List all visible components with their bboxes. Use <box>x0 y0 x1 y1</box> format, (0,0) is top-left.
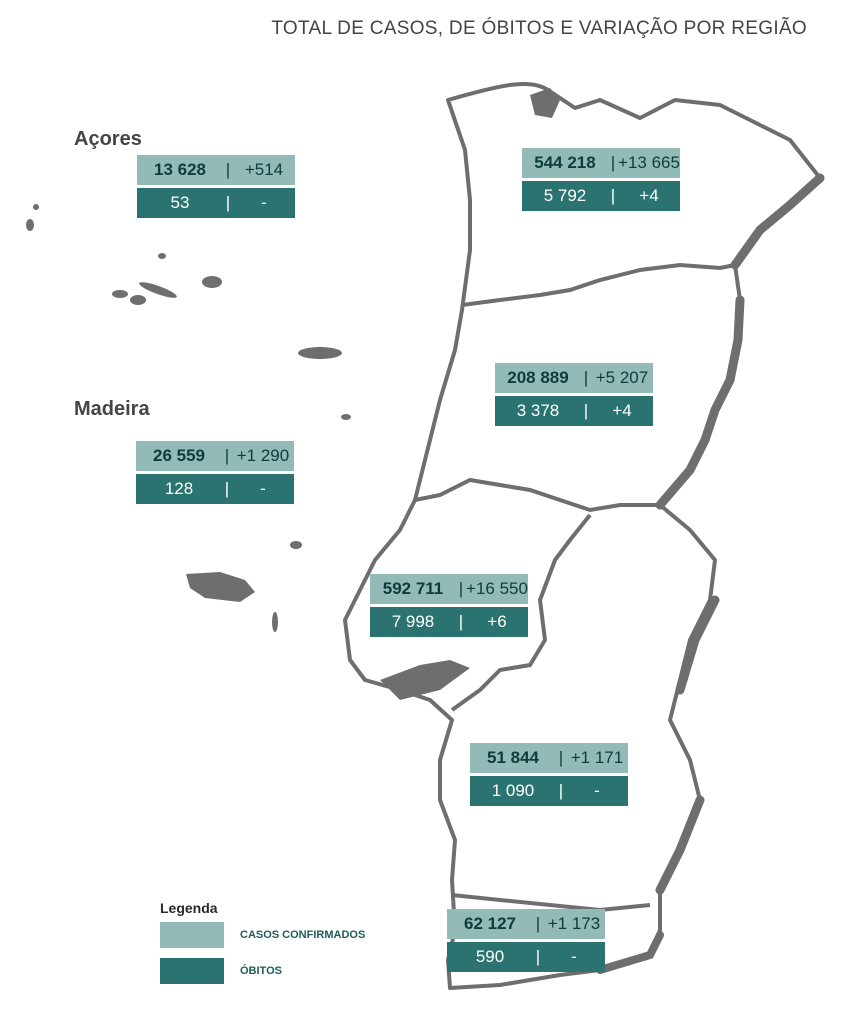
separator: | <box>610 186 616 205</box>
legend-item-cases: CASOS CONFIRMADOS <box>160 922 365 948</box>
stat-box-algarve: 62 127 | +1 173 590 | - <box>447 909 605 972</box>
cases-variation: +1 171 <box>570 748 624 767</box>
legend-swatch-cases <box>160 922 224 948</box>
deaths-value: 590 <box>475 947 505 966</box>
cases-value: 62 127 <box>464 914 516 933</box>
deaths-row: 128 | - <box>136 474 294 504</box>
separator: | <box>224 446 230 465</box>
deaths-row: 5 792 | +4 <box>522 181 680 211</box>
cases-variation: +1 290 <box>236 446 290 465</box>
legend-swatch-deaths <box>160 958 224 984</box>
separator: | <box>558 748 564 767</box>
cases-variation: +13 665 <box>618 153 680 172</box>
cases-variation: +514 <box>244 160 284 179</box>
separator: | <box>583 401 589 420</box>
madeira-islands <box>186 541 302 632</box>
cases-value: 51 844 <box>487 748 539 767</box>
cases-row: 62 127 | +1 173 <box>447 909 605 939</box>
separator: | <box>535 914 541 933</box>
legend: Legenda CASOS CONFIRMADOS ÓBITOS <box>160 900 365 994</box>
deaths-value: 3 378 <box>516 401 560 420</box>
stat-box-madeira: 26 559 | +1 290 128 | - <box>136 441 294 504</box>
tagus-estuary <box>380 660 470 700</box>
legend-label-cases: CASOS CONFIRMADOS <box>240 929 366 941</box>
page-title: TOTAL DE CASOS, DE ÓBITOS E VARIAÇÃO POR… <box>271 18 807 39</box>
madeira-label: Madeira <box>74 398 150 420</box>
deaths-value: 5 792 <box>543 186 587 205</box>
deaths-value: 7 998 <box>391 612 435 631</box>
legend-label-deaths: ÓBITOS <box>240 965 282 977</box>
border-norte-centro <box>461 262 736 307</box>
north-blob <box>530 88 560 118</box>
deaths-row: 53 | - <box>137 188 295 218</box>
separator: | <box>225 193 231 212</box>
cases-value: 26 559 <box>153 446 205 465</box>
separator: | <box>458 579 464 598</box>
separator: | <box>558 781 564 800</box>
cases-value: 592 711 <box>382 579 444 598</box>
separator: | <box>583 368 589 387</box>
deaths-variation: - <box>261 193 267 212</box>
cases-row: 592 711 | +16 550 <box>370 574 528 604</box>
azores-islands <box>26 204 351 420</box>
stat-box-centro: 208 889 | +5 207 3 378 | +4 <box>495 363 653 426</box>
deaths-variation: - <box>571 947 577 966</box>
separator: | <box>224 479 230 498</box>
deaths-variation: - <box>594 781 600 800</box>
legend-item-deaths: ÓBITOS <box>160 958 365 984</box>
deaths-variation: +4 <box>639 186 659 205</box>
border-lvt-alentejo <box>450 513 592 712</box>
border-centro-lvt <box>414 477 660 513</box>
deaths-variation: +6 <box>487 612 507 631</box>
deaths-variation: - <box>260 479 266 498</box>
legend-title: Legenda <box>160 900 218 916</box>
deaths-row: 3 378 | +4 <box>495 396 653 426</box>
cases-value: 544 218 <box>534 153 596 172</box>
acores-label: Açores <box>74 128 142 150</box>
cases-value: 208 889 <box>507 368 569 387</box>
cases-variation: +5 207 <box>595 368 649 387</box>
cases-row: 51 844 | +1 171 <box>470 743 628 773</box>
deaths-value: 1 090 <box>491 781 535 800</box>
cases-row: 544 218 | +13 665 <box>522 148 680 178</box>
separator: | <box>225 160 231 179</box>
deaths-value: 128 <box>164 479 194 498</box>
cases-value: 13 628 <box>154 160 206 179</box>
deaths-row: 7 998 | +6 <box>370 607 528 637</box>
deaths-variation: +4 <box>612 401 632 420</box>
stat-box-norte: 544 218 | +13 665 5 792 | +4 <box>522 148 680 211</box>
border-alentejo-algarve <box>451 893 651 913</box>
cases-variation: +1 173 <box>547 914 601 933</box>
separator: | <box>458 612 464 631</box>
cases-variation: +16 550 <box>466 579 528 598</box>
stat-box-lvt: 592 711 | +16 550 7 998 | +6 <box>370 574 528 637</box>
stat-box-acores: 13 628 | +514 53 | - <box>137 155 295 218</box>
separator: | <box>535 947 541 966</box>
separator: | <box>610 153 616 172</box>
stat-box-alentejo: 51 844 | +1 171 1 090 | - <box>470 743 628 806</box>
deaths-row: 1 090 | - <box>470 776 628 806</box>
cases-row: 208 889 | +5 207 <box>495 363 653 393</box>
deaths-row: 590 | - <box>447 942 605 972</box>
mainland-outline <box>343 81 822 990</box>
east-border <box>655 173 825 895</box>
cases-row: 26 559 | +1 290 <box>136 441 294 471</box>
deaths-value: 53 <box>170 193 190 212</box>
south-coast <box>596 931 664 974</box>
cases-row: 13 628 | +514 <box>137 155 295 185</box>
